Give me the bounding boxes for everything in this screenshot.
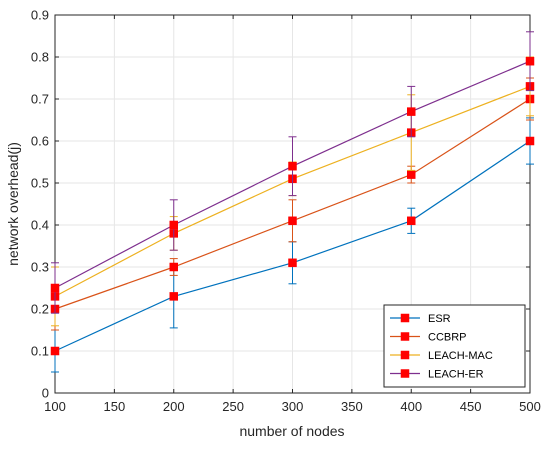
data-point xyxy=(407,216,416,226)
legend-label: CCBRP xyxy=(428,332,467,344)
x-tick-label: 450 xyxy=(460,399,482,414)
legend-item: LEACH-ER xyxy=(390,369,484,381)
data-point xyxy=(169,292,178,301)
axes xyxy=(54,14,531,394)
x-tick-label: 150 xyxy=(104,399,126,414)
x-tick-label: 250 xyxy=(222,399,244,414)
legend-label: LEACH-MAC xyxy=(428,350,493,362)
data-point xyxy=(288,216,297,226)
legend-label: ESR xyxy=(428,313,451,325)
x-tick-label: 100 xyxy=(44,399,66,414)
data-point xyxy=(407,170,416,179)
data-point xyxy=(525,136,535,146)
series-leach-er xyxy=(50,31,535,314)
y-tick-label: 0.3 xyxy=(31,260,49,275)
legend-item: LEACH-MAC xyxy=(390,350,493,362)
data-point xyxy=(288,258,297,268)
data-point xyxy=(407,107,416,116)
x-tick-label: 200 xyxy=(163,399,185,414)
x-tick-label: 350 xyxy=(341,399,363,414)
y-tick-label: 0.6 xyxy=(31,134,49,149)
legend-marker xyxy=(400,369,410,378)
y-axis-title: network overhead(j) xyxy=(5,142,21,266)
data-point xyxy=(169,262,178,272)
legend: ESR CCBRP LEACH-MAC LEACH-ER xyxy=(383,304,526,388)
y-tick-label: 0.4 xyxy=(31,218,49,233)
x-axis-title: number of nodes xyxy=(239,423,344,439)
legend-item: CCBRP xyxy=(390,332,467,344)
data-point xyxy=(525,56,535,66)
data-point xyxy=(288,161,297,171)
y-tick-label: 0.9 xyxy=(31,8,49,23)
y-tick-label: 0.1 xyxy=(31,344,49,359)
data-point xyxy=(169,220,178,230)
y-tick-label: 0.2 xyxy=(31,302,49,317)
data-point xyxy=(50,346,60,356)
y-tick-label: 0.8 xyxy=(31,50,49,65)
legend-marker xyxy=(400,350,410,360)
data-point xyxy=(50,283,60,293)
legend-item: ESR xyxy=(390,313,451,325)
x-tick-label: 400 xyxy=(400,399,422,414)
legend-label: LEACH-ER xyxy=(428,369,484,381)
series-esr xyxy=(50,117,535,373)
legend-marker xyxy=(400,332,410,341)
y-tick-label: 0.7 xyxy=(31,92,49,107)
y-tick-label: 0 xyxy=(42,386,49,401)
x-tick-label: 300 xyxy=(282,399,304,414)
y-tick-label: 0.5 xyxy=(31,176,49,191)
tick-labels: 100 150 200 250 300 350 400 450 500 0 0.1 0.2 0.3 0.4… xyxy=(31,8,541,415)
legend-marker xyxy=(400,313,410,323)
series-layer xyxy=(50,31,535,373)
x-tick-label: 500 xyxy=(519,399,541,414)
